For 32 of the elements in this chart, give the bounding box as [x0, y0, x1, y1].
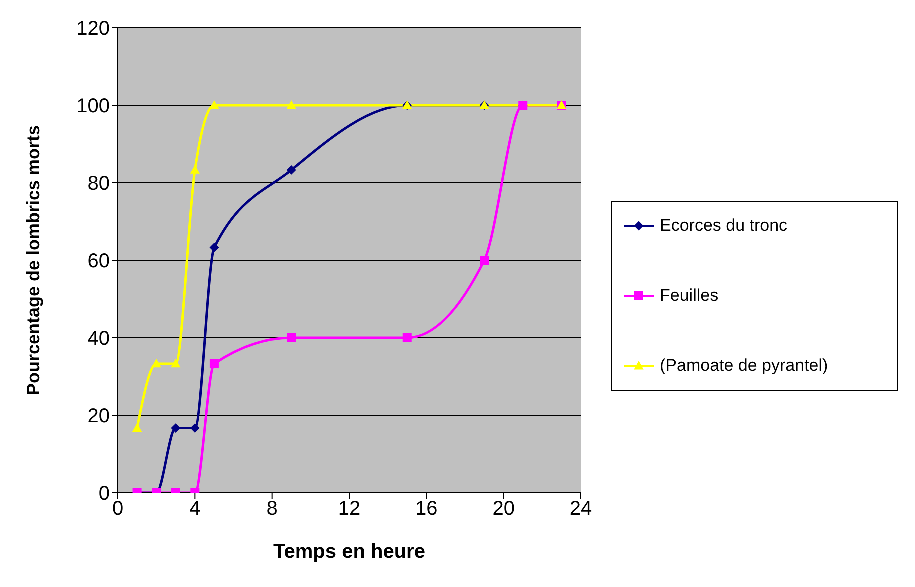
- y-axis-title: Pourcentage de lombrics morts: [23, 125, 44, 396]
- point: [287, 166, 296, 175]
- legend-label: Ecorces du tronc: [660, 216, 788, 236]
- point: [171, 424, 180, 433]
- y-tick-label: 20: [88, 406, 110, 428]
- y-tick-label: 80: [88, 173, 110, 196]
- legend-label: Feuilles: [660, 286, 719, 306]
- y-tick-label: 40: [88, 328, 110, 350]
- point: [287, 334, 296, 342]
- x-tick-label: 12: [338, 498, 361, 520]
- x-tick-label: 24: [570, 498, 592, 520]
- y-tick-label: 60: [88, 250, 110, 273]
- x-tick-label: 8: [266, 498, 278, 520]
- point: [132, 424, 142, 432]
- point: [480, 256, 490, 265]
- point: [210, 359, 219, 368]
- x-tick-label: 0: [112, 498, 124, 520]
- legend-label: (Pamoate de pyrantel): [660, 356, 828, 376]
- point: [402, 334, 412, 342]
- point: [190, 424, 200, 433]
- x-tick-label: 20: [492, 498, 515, 520]
- point: [190, 166, 200, 174]
- y-tick-label: 100: [76, 96, 110, 118]
- point: [287, 101, 296, 110]
- point: [152, 359, 162, 368]
- y-tick-label: 120: [76, 18, 110, 40]
- point: [171, 359, 180, 368]
- x-tick-label: 16: [416, 498, 438, 520]
- x-axis-title: Temps en heure: [274, 541, 426, 563]
- x-tick-label: 4: [190, 498, 201, 520]
- point: [210, 243, 219, 252]
- y-tick-label: 0: [98, 483, 110, 506]
